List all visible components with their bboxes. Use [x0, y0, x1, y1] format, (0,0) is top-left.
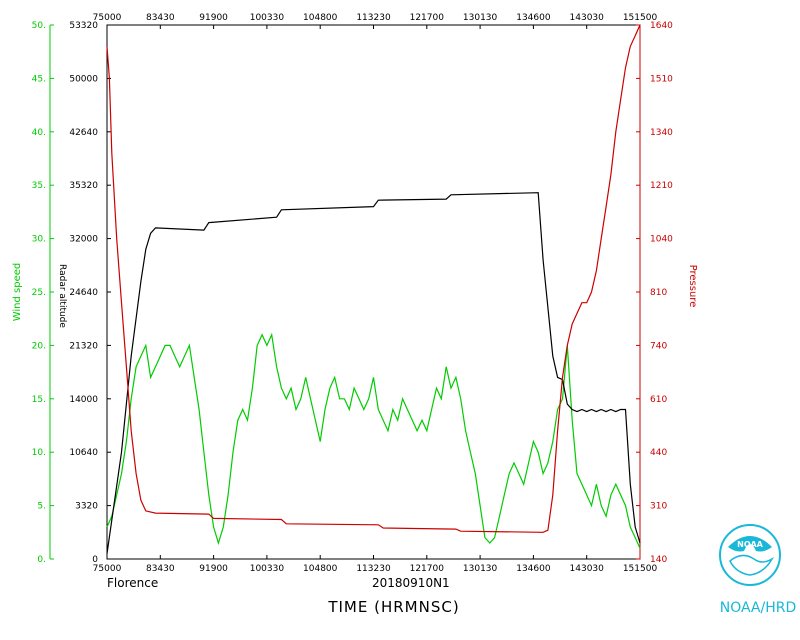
pressure-axis-label: Pressure: [687, 265, 698, 308]
wind-speed-axis-label: Wind speed: [12, 263, 23, 322]
pressure-axis-tick-label: 1340: [650, 128, 673, 138]
wind-speed-axis-tick-label: 35.: [32, 181, 46, 191]
storm-name: Florence: [107, 576, 158, 590]
x-tick-label-top: 143030: [570, 13, 605, 23]
x-tick-label-top: 83430: [146, 13, 175, 23]
x-tick-label-bottom: 134600: [516, 564, 551, 574]
x-tick-label-bottom: 130130: [463, 564, 498, 574]
pressure-axis-tick-label: 140: [650, 555, 667, 565]
wind-speed-axis-tick-label: 30.: [32, 235, 46, 245]
x-tick-label-top: 91900: [199, 13, 228, 23]
radar-altitude-axis-tick-label: 10640: [69, 448, 98, 458]
mission-id: 20180910N1: [372, 576, 450, 590]
x-tick-label-top: 151500: [623, 13, 658, 23]
wind-speed-axis-tick-label: 20.: [32, 341, 46, 351]
x-tick-label-bottom: 151500: [623, 564, 658, 574]
series-line-wind-speed: [106, 332, 641, 549]
x-tick-label-top: 104800: [303, 13, 338, 23]
bottom-x-ticks: 75000 83430 91900 100330 104800 113230 121700 1…: [93, 555, 658, 574]
x-tick-label-bottom: 75000: [93, 564, 122, 574]
x-axis-label: TIME (HRMNSC): [327, 598, 459, 616]
pressure-axis-tick-label: 440: [650, 448, 667, 458]
x-tick-label-top: 113230: [356, 13, 391, 23]
pressure-axis-tick-label: 810: [650, 288, 667, 298]
series-lines: [106, 24, 641, 554]
series-line-radar-altitude: [106, 192, 641, 554]
series-line-pressure: [106, 24, 641, 533]
wind-speed-axis-tick-label: 0.: [37, 555, 46, 565]
radar-altitude-axis-tick-label: 3320: [75, 502, 98, 512]
noaa-logo-text: NOAA: [737, 540, 763, 549]
wind-speed-axis-tick-label: 25.: [32, 288, 46, 298]
x-tick-label-bottom: 83430: [146, 564, 175, 574]
pressure-axis-tick-label: 1640: [650, 21, 673, 31]
wind-speed-axis-tick-label: 45.: [32, 74, 46, 84]
x-tick-label-top: 75000: [93, 13, 122, 23]
wind-speed-axis-tick-label: 10.: [32, 448, 46, 458]
x-tick-label-top: 130130: [463, 13, 498, 23]
radar-altitude-axis-label: Radar altitude: [57, 264, 67, 328]
radar-altitude-axis-tick-label: 21320: [69, 341, 98, 351]
pressure-axis-tick-label: 1040: [650, 235, 673, 245]
top-x-ticks: 75000 83430 91900 100330 104800 113230 121700 1…: [93, 13, 658, 29]
radar-altitude-axis-tick-label: 0: [92, 555, 98, 565]
radar-altitude-axis-tick-label: 32000: [69, 235, 98, 245]
plot-frame: [106, 24, 641, 560]
credit-text: NOAA/HRD: [720, 600, 797, 616]
radar-altitude-axis-tick-label: 14000: [69, 395, 98, 405]
wind-speed-axis: 0. 5. 10. 15. 20. 25. 30. 35. 40. 45. 50.: [32, 21, 54, 565]
x-tick-label-bottom: 104800: [303, 564, 338, 574]
radar-altitude-axis-tick-label: 35320: [69, 181, 98, 191]
wind-speed-axis-tick-label: 5.: [37, 502, 46, 512]
x-tick-label-bottom: 121700: [410, 564, 445, 574]
x-tick-label-bottom: 91900: [199, 564, 228, 574]
pressure-axis-tick-label: 610: [650, 395, 667, 405]
x-tick-label-bottom: 113230: [356, 564, 391, 574]
radar-altitude-axis: 0 3320 10640 14000 21320 24640 32000 35320 42640…: [69, 21, 111, 565]
radar-altitude-axis-tick-label: 42640: [69, 128, 98, 138]
radar-altitude-axis-tick-label: 50000: [69, 74, 98, 84]
x-tick-label-top: 121700: [410, 13, 445, 23]
x-tick-label-top: 134600: [516, 13, 551, 23]
radar-altitude-axis-tick-label: 24640: [69, 288, 98, 298]
noaa-logo: NOAA: [719, 524, 781, 586]
x-tick-label-bottom: 100330: [250, 564, 285, 574]
pressure-axis: 140 310 440 610 740 810 1040 1210 1340 1510 1640: [636, 21, 673, 565]
radar-altitude-axis-tick-label: 53320: [69, 21, 98, 31]
pressure-axis-tick-label: 1210: [650, 181, 673, 191]
wind-speed-axis-tick-label: 40.: [32, 128, 46, 138]
pressure-axis-tick-label: 310: [650, 502, 667, 512]
wind-speed-axis-tick-label: 50.: [32, 21, 46, 31]
x-tick-label-top: 100330: [250, 13, 285, 23]
pressure-axis-tick-label: 1510: [650, 74, 673, 84]
pressure-axis-tick-label: 740: [650, 341, 667, 351]
x-tick-label-bottom: 143030: [570, 564, 605, 574]
wind-speed-axis-tick-label: 15.: [32, 395, 46, 405]
